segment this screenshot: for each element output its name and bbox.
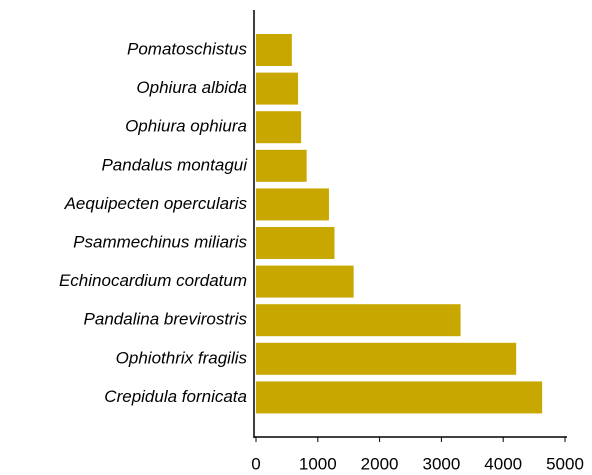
y-tick-label: Pandalina brevirostris — [84, 310, 248, 329]
y-tick-label: Psammechinus miliaris — [73, 232, 247, 251]
x-tick-label: 1000 — [299, 454, 337, 473]
y-tick-label: Pandalus montagui — [101, 155, 248, 174]
bar — [256, 265, 354, 298]
y-tick-label: Echinocardium cordatum — [59, 271, 247, 290]
x-tick-label: 2000 — [361, 454, 399, 473]
y-tick-label: Aequipecten opercularis — [64, 194, 248, 213]
y-tick-label: Ophiothrix fragilis — [116, 348, 248, 367]
y-tick-label: Pomatoschistus — [127, 39, 247, 58]
bar — [256, 188, 329, 221]
y-tick-label: Ophiura ophiura — [125, 117, 247, 136]
y-tick-label: Crepidula fornicata — [104, 387, 247, 406]
bar — [256, 111, 302, 144]
y-tick-label: Ophiura albida — [136, 78, 247, 97]
bar — [256, 34, 292, 66]
bar — [256, 72, 299, 105]
bar — [256, 342, 517, 375]
bar — [256, 149, 307, 182]
bar — [256, 304, 461, 337]
x-tick-label: 3000 — [422, 454, 460, 473]
x-tick-label: 5000 — [546, 454, 584, 473]
x-tick-label: 0 — [251, 454, 260, 473]
x-tick-label: 4000 — [484, 454, 522, 473]
bar — [256, 381, 543, 414]
bar — [256, 227, 335, 259]
